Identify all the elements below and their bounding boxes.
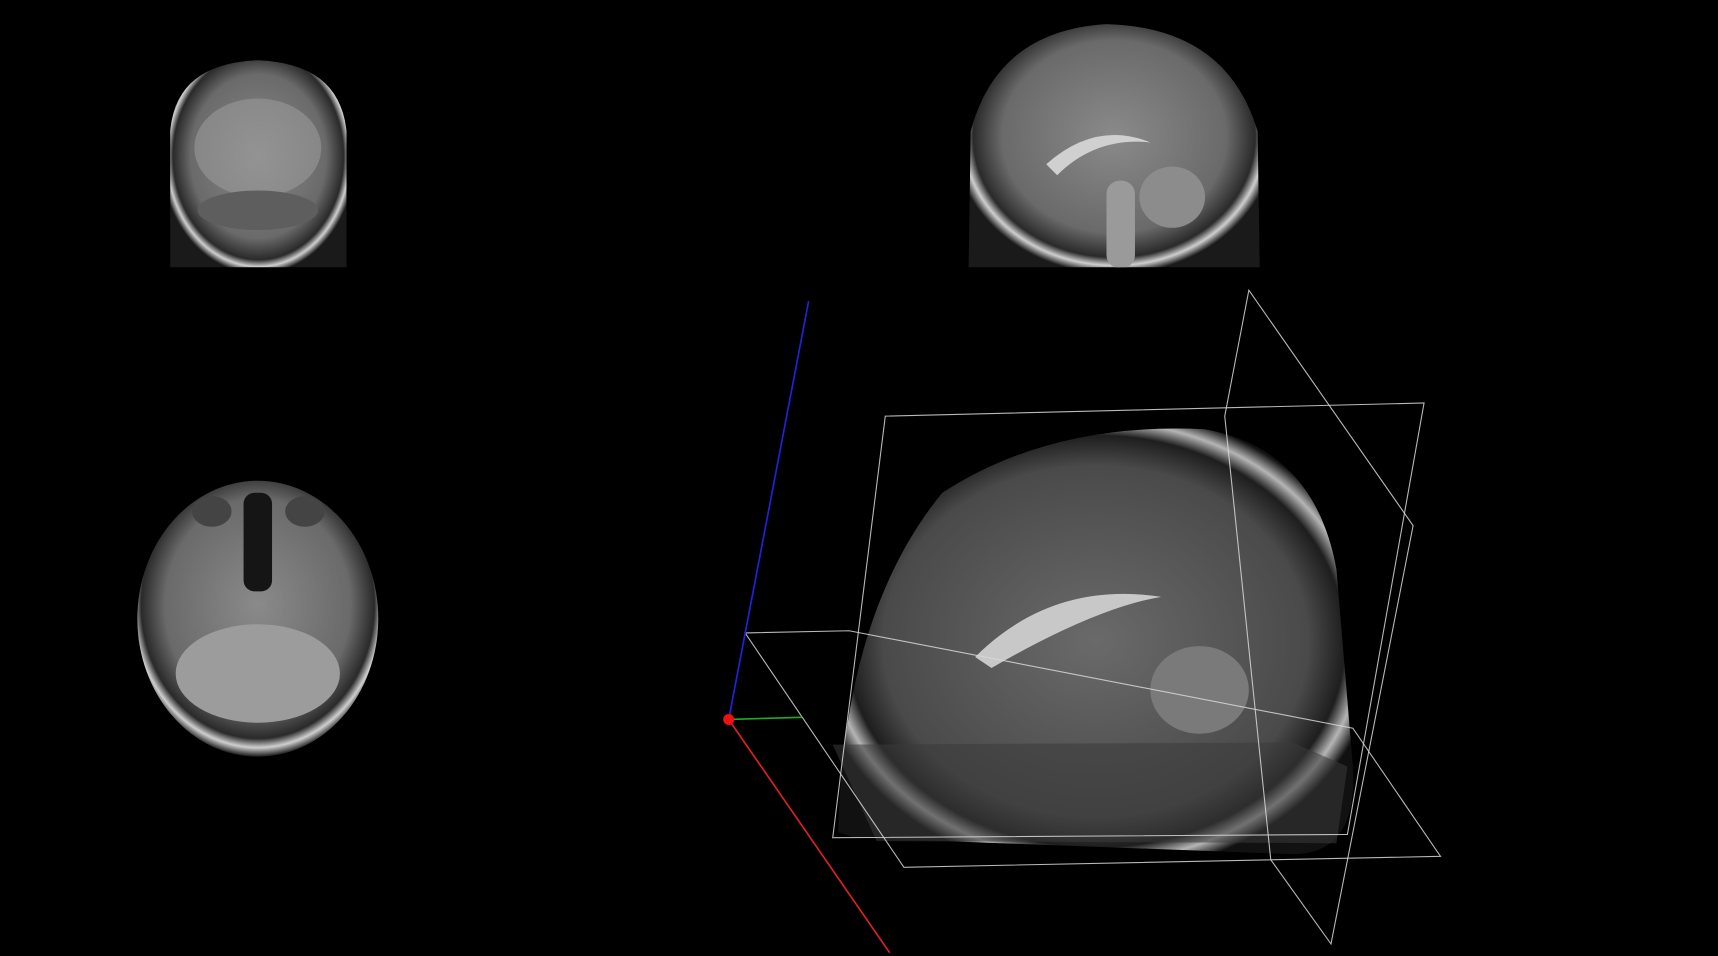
brainstem — [1106, 180, 1135, 268]
right-eye — [285, 496, 325, 527]
coronal-view — [170, 60, 347, 268]
cerebellum — [1139, 166, 1206, 228]
3d-cerebellum — [1150, 646, 1249, 734]
3d-view — [723, 288, 1442, 954]
z-axis — [727, 300, 810, 720]
y-axis — [728, 716, 803, 721]
origin — [723, 713, 735, 725]
axial-cerebellum — [175, 624, 340, 723]
axial-plane-outline — [744, 630, 1442, 868]
corpus-callosum — [1046, 135, 1151, 176]
3d-axial-slice — [832, 742, 1348, 844]
sagittal-plane-outline — [832, 402, 1425, 839]
3d-corpus-callosum — [975, 593, 1162, 668]
coronal-cortex — [194, 98, 322, 198]
sinus — [243, 492, 273, 592]
axial-view — [137, 480, 379, 757]
left-eye — [192, 496, 232, 527]
sagittal-view — [968, 24, 1260, 268]
x-axis — [728, 718, 891, 954]
coronal-plane-outline — [1224, 288, 1414, 946]
coronal-cerebellum — [197, 190, 319, 230]
